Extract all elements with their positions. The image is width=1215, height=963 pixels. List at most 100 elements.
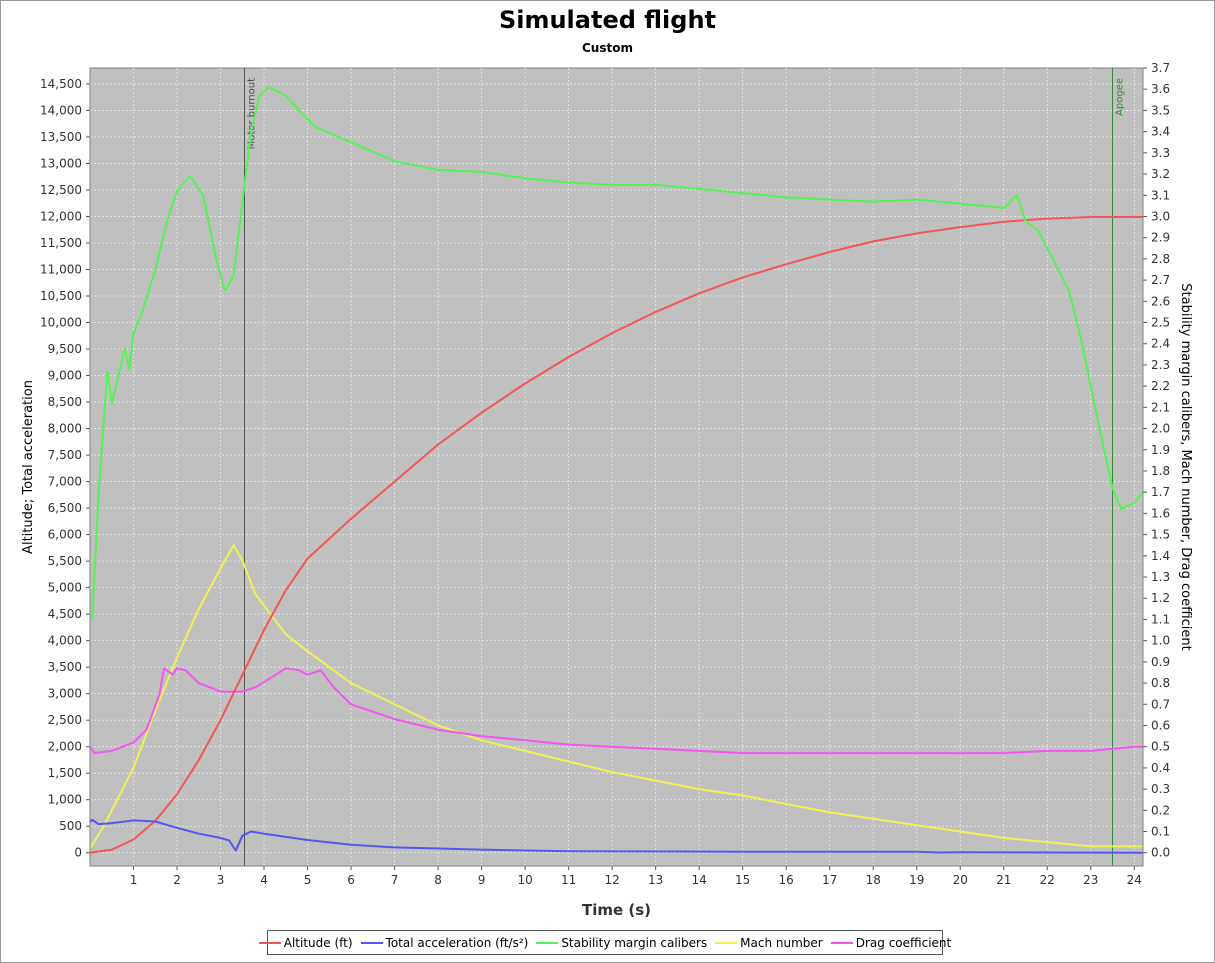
x-tick-label: 18 bbox=[866, 873, 881, 887]
x-tick-label: 20 bbox=[953, 873, 968, 887]
y-right-tick-label: 0.0 bbox=[1151, 846, 1170, 860]
x-axis-label: Time (s) bbox=[582, 901, 651, 919]
y-right-tick-label: 1.1 bbox=[1151, 612, 1170, 626]
y-left-tick-label: 3,500 bbox=[48, 660, 82, 674]
event-markers: Motor burnout Apogee bbox=[243, 68, 1126, 866]
y-right-tick-label: 2.3 bbox=[1151, 358, 1170, 372]
y-left-tick-label: 1,000 bbox=[48, 793, 82, 807]
y-right-tick-label: 1.9 bbox=[1151, 443, 1170, 457]
y-right-tick-label: 2.6 bbox=[1151, 294, 1170, 308]
x-tick-label: 22 bbox=[1040, 873, 1055, 887]
y-left-tick-label: 10,000 bbox=[40, 316, 82, 330]
y-right-tick-label: 1.4 bbox=[1151, 549, 1170, 563]
legend-item: Altitude (ft) bbox=[258, 935, 353, 950]
event-marker-label: Motor burnout bbox=[246, 78, 257, 149]
series-line-3 bbox=[89, 544, 1143, 850]
y-axis-right-label: Stability margin calibers, Mach number, … bbox=[1178, 283, 1193, 650]
y-left-tick-label: 5,500 bbox=[48, 554, 82, 568]
legend-item: Total acceleration (ft/s²) bbox=[360, 935, 529, 950]
y-right-tick-label: 1.5 bbox=[1151, 528, 1170, 542]
y-left-tick-label: 8,500 bbox=[48, 395, 82, 409]
y-right-tick-label: 0.5 bbox=[1151, 740, 1170, 754]
x-tick-label: 8 bbox=[434, 873, 442, 887]
y-left-tick-label: 1,500 bbox=[48, 766, 82, 780]
legend-swatch bbox=[715, 941, 738, 944]
legend-swatch bbox=[536, 941, 559, 944]
legend-label: Altitude (ft) bbox=[283, 935, 353, 950]
chart-title: Simulated flight bbox=[498, 6, 717, 34]
legend-swatch bbox=[830, 941, 853, 944]
grid-lines bbox=[90, 68, 1143, 866]
x-tick-label: 11 bbox=[561, 873, 576, 887]
axes: 1 2 3 4 5 6 7 8 9 10 11 12 13 14 15 16 17 18 19 20 21 22 23 240… bbox=[40, 61, 1170, 887]
x-tick-label: 23 bbox=[1083, 873, 1098, 887]
y-right-tick-label: 0.7 bbox=[1151, 697, 1170, 711]
y-left-tick-label: 4,500 bbox=[48, 607, 82, 621]
y-right-tick-label: 0.9 bbox=[1151, 655, 1170, 669]
x-tick-label: 2 bbox=[173, 873, 181, 887]
x-tick-label: 3 bbox=[217, 873, 225, 887]
y-right-tick-label: 3.2 bbox=[1151, 167, 1170, 181]
x-tick-label: 9 bbox=[478, 873, 486, 887]
y-left-tick-label: 10,500 bbox=[40, 289, 82, 303]
x-tick-label: 17 bbox=[822, 873, 837, 887]
y-right-tick-label: 2.1 bbox=[1151, 400, 1170, 414]
y-left-tick-label: 14,500 bbox=[40, 77, 82, 91]
x-tick-label: 12 bbox=[605, 873, 620, 887]
flight-chart: Motor burnout Apogee 1 2 3 4 5 6 7 8 9 10 11 12 13 14 1… bbox=[21, 61, 1193, 919]
y-right-tick-label: 0.8 bbox=[1151, 676, 1170, 690]
x-tick-label: 14 bbox=[692, 873, 707, 887]
y-right-tick-label: 2.4 bbox=[1151, 337, 1170, 351]
chart-subtitle: Custom bbox=[582, 41, 633, 55]
y-axis-left-label: Altitude; Total acceleration bbox=[21, 380, 36, 554]
y-left-tick-label: 13,000 bbox=[40, 156, 82, 170]
y-left-tick-label: 9,000 bbox=[48, 369, 82, 383]
x-tick-label: 21 bbox=[996, 873, 1011, 887]
y-left-tick-label: 8,000 bbox=[48, 422, 82, 436]
series-line-0 bbox=[89, 216, 1143, 854]
x-tick-label: 15 bbox=[735, 873, 750, 887]
series-lines bbox=[89, 86, 1144, 854]
y-right-tick-label: 0.4 bbox=[1151, 761, 1170, 775]
y-right-tick-label: 0.2 bbox=[1151, 803, 1170, 817]
y-right-tick-label: 2.8 bbox=[1151, 252, 1170, 266]
y-right-tick-label: 2.2 bbox=[1151, 379, 1170, 393]
x-tick-label: 7 bbox=[391, 873, 399, 887]
y-right-tick-label: 3.6 bbox=[1151, 82, 1170, 96]
x-tick-label: 19 bbox=[909, 873, 924, 887]
legend: Altitude (ft) Total acceleration (ft/s²) S… bbox=[258, 930, 951, 955]
legend-item: Stability margin calibers bbox=[536, 936, 707, 950]
x-tick-label: 6 bbox=[347, 873, 355, 887]
legend-item: Mach number bbox=[715, 936, 823, 950]
y-right-tick-label: 1.7 bbox=[1151, 485, 1170, 499]
y-right-tick-label: 3.4 bbox=[1151, 125, 1170, 139]
x-tick-label: 5 bbox=[304, 873, 312, 887]
y-right-tick-label: 1.3 bbox=[1151, 570, 1170, 584]
series-line-1 bbox=[89, 818, 1144, 854]
legend-label: Total acceleration (ft/s²) bbox=[385, 935, 529, 950]
y-right-tick-label: 1.2 bbox=[1151, 591, 1170, 605]
y-left-tick-label: 13,500 bbox=[40, 130, 82, 144]
y-right-tick-label: 3.5 bbox=[1151, 103, 1170, 117]
x-tick-label: 4 bbox=[260, 873, 268, 887]
x-tick-label: 13 bbox=[648, 873, 663, 887]
y-left-tick-label: 0 bbox=[74, 846, 82, 860]
y-left-tick-label: 7,500 bbox=[48, 448, 82, 462]
legend-item: Drag coefficient bbox=[830, 936, 951, 950]
y-right-tick-label: 2.7 bbox=[1151, 273, 1170, 287]
y-right-tick-label: 2.5 bbox=[1151, 316, 1170, 330]
x-tick-label: 1 bbox=[130, 873, 138, 887]
y-right-tick-label: 3.3 bbox=[1151, 146, 1170, 160]
x-tick-label: 10 bbox=[517, 873, 532, 887]
y-right-tick-label: 1.0 bbox=[1151, 634, 1170, 648]
series-line-4 bbox=[89, 667, 1143, 755]
y-left-tick-label: 11,000 bbox=[40, 262, 82, 276]
y-right-tick-label: 1.8 bbox=[1151, 464, 1170, 478]
y-right-tick-label: 0.6 bbox=[1151, 718, 1170, 732]
event-marker-label: Apogee bbox=[1115, 78, 1126, 116]
x-tick-label: 16 bbox=[779, 873, 794, 887]
y-right-tick-label: 3.7 bbox=[1151, 61, 1170, 75]
legend-label: Mach number bbox=[740, 935, 823, 950]
y-left-tick-label: 12,000 bbox=[40, 209, 82, 223]
legend-swatch bbox=[258, 941, 281, 944]
